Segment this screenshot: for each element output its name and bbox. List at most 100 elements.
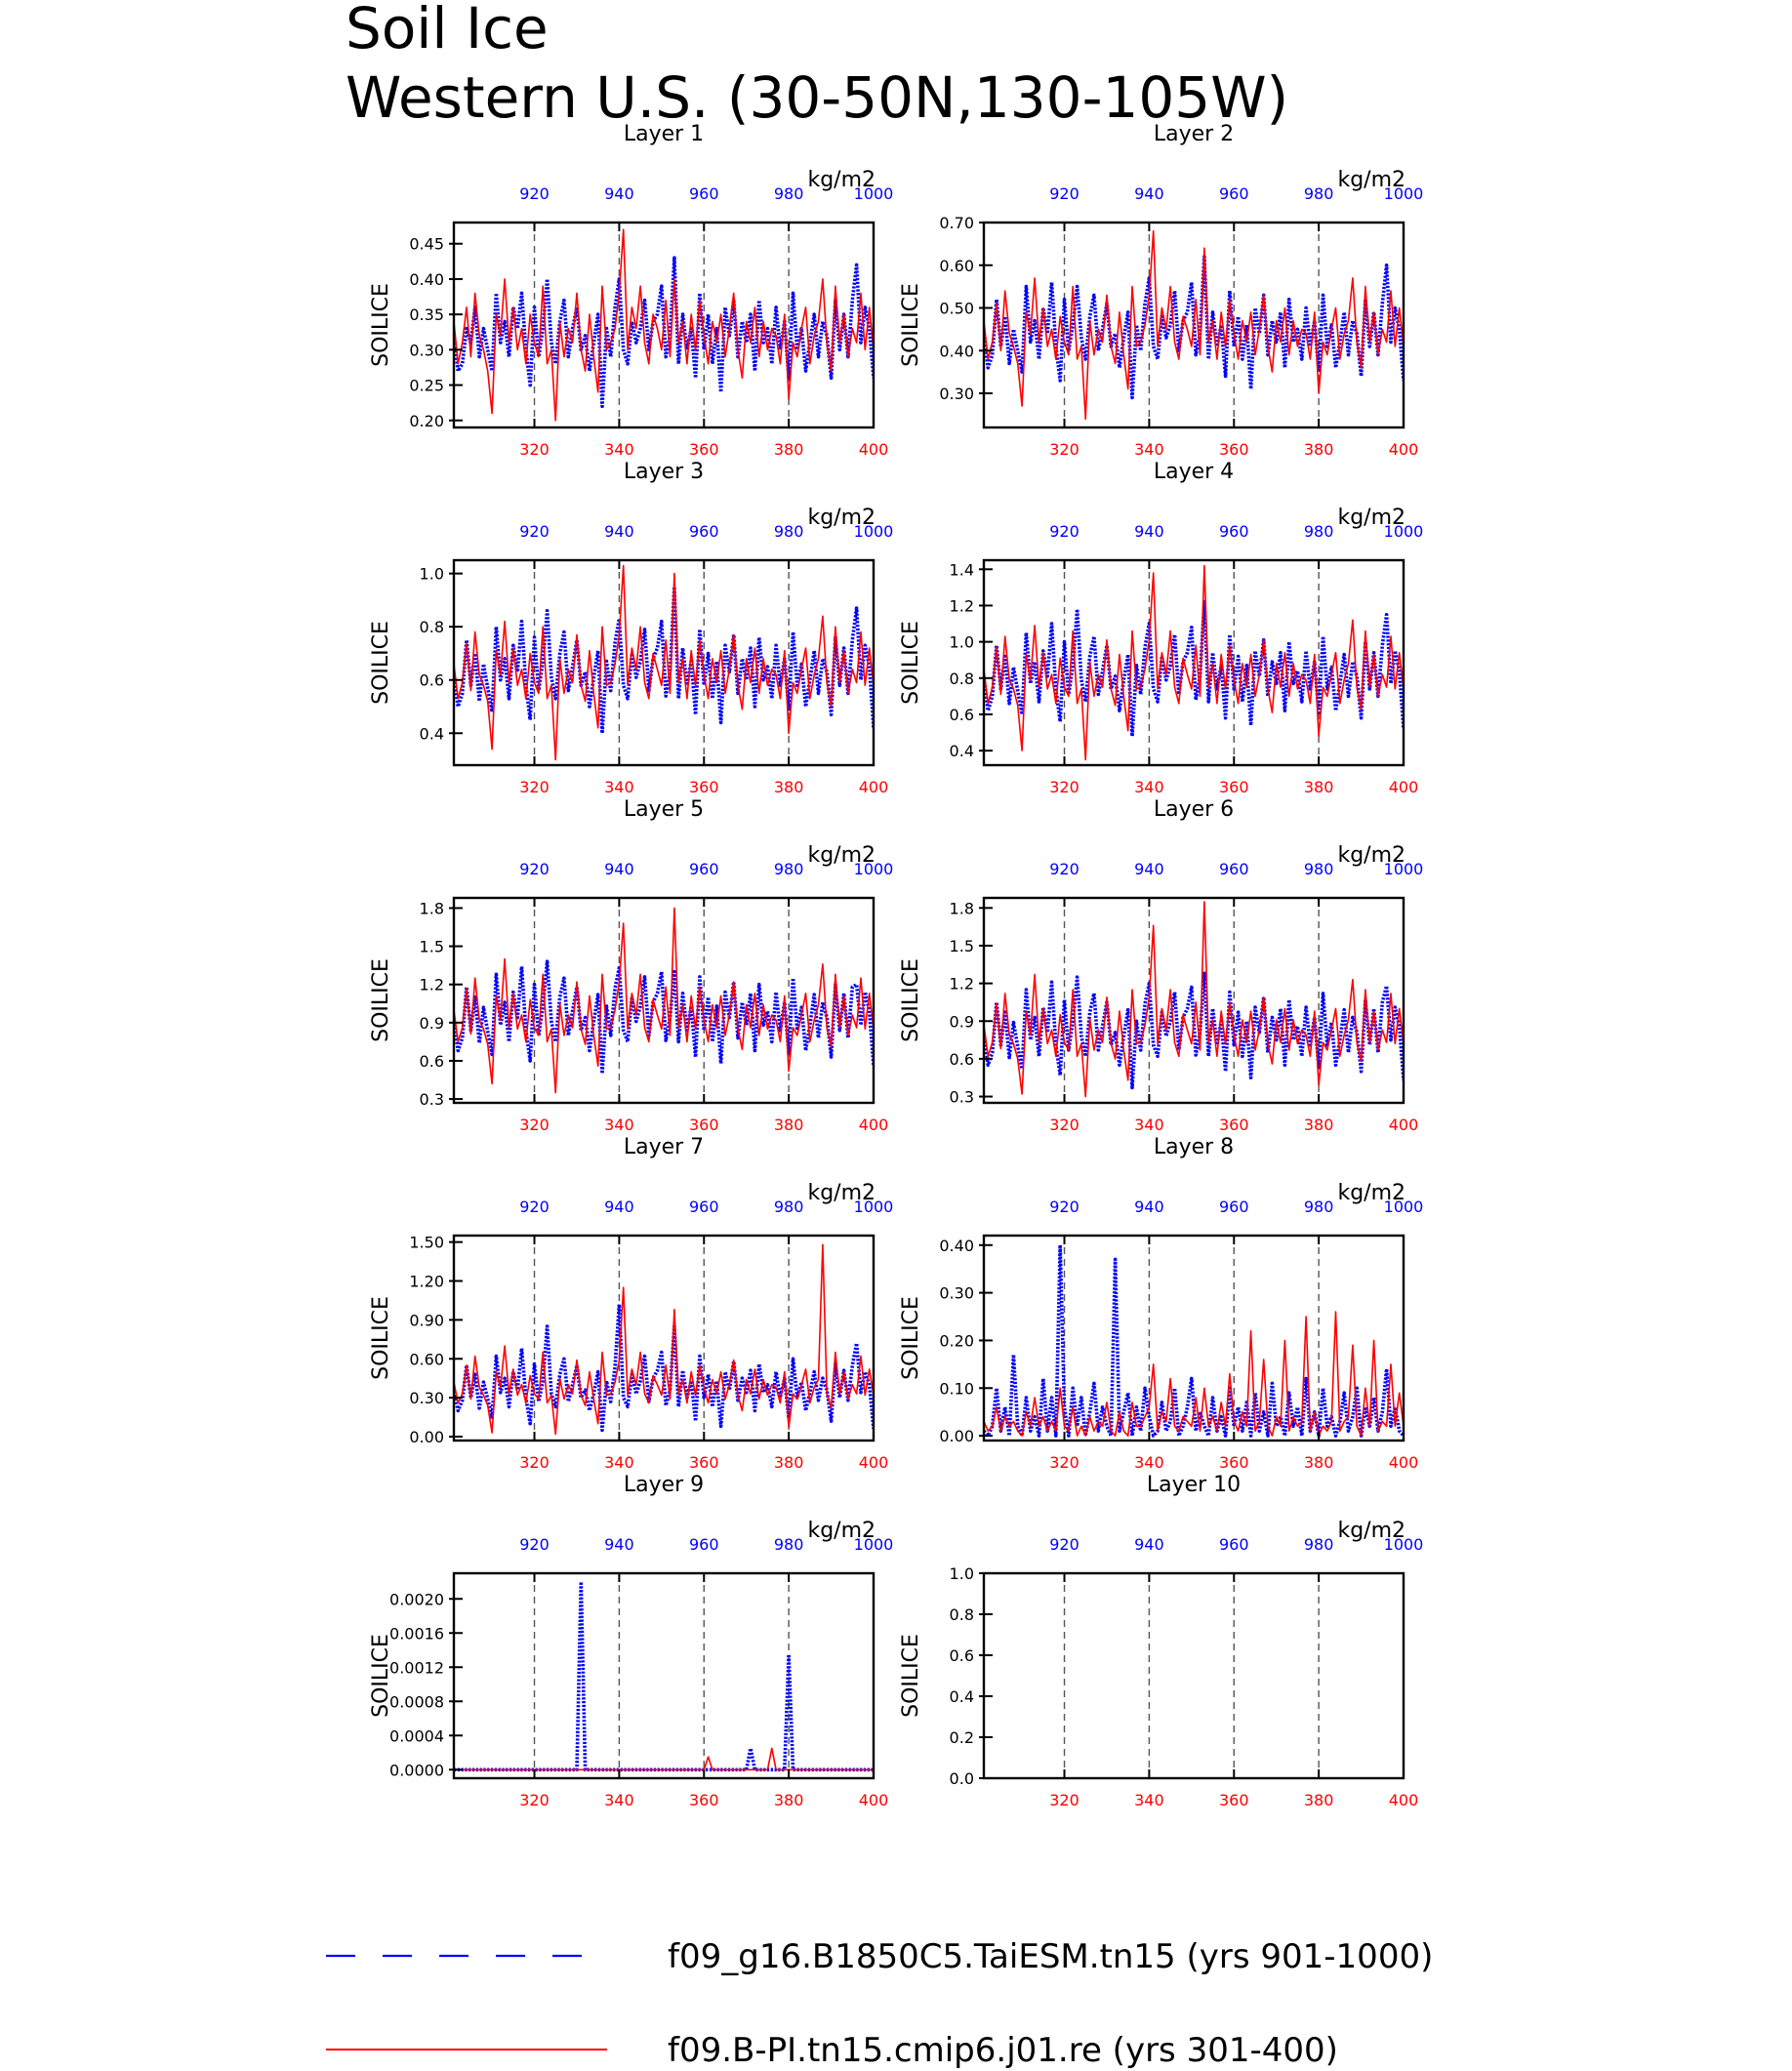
series-line-cmip6	[454, 564, 874, 761]
x-tick-label-top: 1000	[1384, 1198, 1424, 1216]
x-tick-label-bottom: 360	[1219, 1453, 1249, 1472]
x-tick-label-top: 980	[1304, 522, 1334, 541]
x-tick-label-top: 920	[1049, 522, 1079, 541]
series-line-cmip6	[454, 228, 874, 422]
x-tick-label-top: 1000	[1384, 184, 1424, 203]
x-tick-label-bottom: 360	[1219, 1116, 1249, 1134]
x-tick-label-bottom: 400	[859, 778, 889, 796]
y-tick-label: 1.8	[950, 899, 974, 917]
y-axis-label: SOILICE	[899, 621, 923, 705]
x-tick-label-bottom: 400	[1389, 1116, 1419, 1134]
x-tick-label-top: 920	[1049, 1198, 1079, 1216]
panel-layer-9: Layer 9 kg/m2 SOILICE 0.0000 0.0004 0.0008 0.0…	[369, 1473, 893, 1809]
x-tick-label-bottom: 380	[1304, 1116, 1334, 1134]
x-tick-label-bottom: 320	[1049, 1453, 1079, 1472]
y-axis-label: SOILICE	[899, 1296, 923, 1380]
y-tick-label: 0.40	[939, 1237, 974, 1255]
panel-title: Layer 6	[1154, 797, 1234, 822]
panel-layer-7: Layer 7 kg/m2 SOILICE 0.00 0.30 0.60 0.90 1.20 1…	[369, 1135, 893, 1472]
panel-title: Layer 5	[624, 797, 704, 822]
y-tick-label: 0.90	[409, 1311, 444, 1329]
y-tick-label: 0.4	[950, 742, 974, 760]
x-tick-label-top: 1000	[854, 1535, 894, 1554]
y-tick-label: 1.2	[950, 975, 974, 994]
plot-frame	[452, 1571, 876, 1780]
plot-frame	[982, 1571, 1405, 1780]
panel-units: kg/m2	[1337, 1181, 1405, 1205]
y-tick-label: 1.5	[420, 938, 444, 956]
plot-frame	[452, 896, 876, 1105]
x-tick-label-bottom: 320	[519, 1116, 550, 1134]
x-tick-label-bottom: 320	[1049, 1116, 1079, 1134]
x-tick-label-bottom: 360	[1219, 1791, 1249, 1809]
y-tick-label: 0.4	[950, 1687, 974, 1706]
y-tick-label: 0.6	[950, 706, 974, 724]
x-tick-label-bottom: 340	[604, 1791, 634, 1809]
x-tick-label-bottom: 380	[774, 1116, 804, 1134]
y-axis-label: SOILICE	[899, 1634, 923, 1718]
x-tick-label-bottom: 320	[519, 440, 550, 459]
x-tick-label-bottom: 340	[1134, 1791, 1164, 1809]
x-tick-label-top: 920	[519, 1198, 550, 1216]
y-tick-label: 0.6	[420, 671, 444, 690]
y-tick-label: 0.0012	[389, 1658, 444, 1677]
panel-layer-6: Layer 6 kg/m2 SOILICE 0.3 0.6 0.9 1.2 1.5 1.8 320…	[899, 797, 1423, 1134]
panel-grid: Layer 1 kg/m2 SOILICE 0.20 0.25 0.30 0.35 0.40 0…	[369, 122, 1423, 1809]
x-tick-label-top: 920	[1049, 860, 1079, 878]
x-tick-label-top: 980	[774, 1535, 804, 1554]
y-tick-label: 0.20	[939, 1331, 974, 1350]
y-tick-label: 0.0008	[389, 1692, 444, 1711]
x-tick-label-top: 1000	[854, 860, 894, 878]
x-tick-label-top: 940	[1134, 860, 1164, 878]
x-tick-label-bottom: 380	[1304, 1791, 1334, 1809]
series-line-cmip6	[984, 564, 1404, 761]
x-tick-label-top: 940	[1134, 184, 1164, 203]
series-line-cmip6	[454, 1243, 874, 1436]
y-tick-label: 0.35	[409, 305, 444, 324]
y-axis-label: SOILICE	[899, 283, 923, 367]
x-tick-label-bottom: 400	[1389, 778, 1419, 796]
panel-title: Layer 9	[624, 1473, 704, 1497]
series-line-cmip6	[984, 229, 1404, 421]
y-axis-label: SOILICE	[369, 958, 393, 1042]
series-line-taiesm	[984, 1243, 1404, 1438]
figure-subtitle: Western U.S. (30-50N,130-105W)	[346, 64, 1288, 131]
x-tick-label-bottom: 400	[859, 1116, 889, 1134]
x-tick-label-top: 920	[519, 184, 550, 203]
x-tick-label-top: 1000	[1384, 1535, 1424, 1554]
x-tick-label-bottom: 400	[859, 1791, 889, 1809]
y-axis-label: SOILICE	[369, 621, 393, 705]
x-tick-label-bottom: 340	[1134, 1116, 1164, 1134]
series-line-taiesm	[984, 255, 1404, 400]
x-tick-label-top: 960	[689, 522, 719, 541]
panel-units: kg/m2	[1337, 843, 1405, 868]
panel-layer-3: Layer 3 kg/m2 SOILICE 0.4 0.6 0.8 1.0 320 340 360…	[369, 460, 893, 796]
x-tick-label-top: 960	[689, 1198, 719, 1216]
panel-units: kg/m2	[807, 506, 876, 530]
y-tick-label: 0.30	[409, 341, 444, 359]
legend: f09_g16.B1850C5.TaiESM.tn15 (yrs 901-100…	[326, 1937, 1433, 2070]
x-tick-label-top: 980	[1304, 184, 1334, 203]
x-tick-label-top: 1000	[1384, 522, 1424, 541]
x-tick-label-top: 940	[604, 860, 634, 878]
x-tick-label-top: 920	[519, 1535, 550, 1554]
x-tick-label-bottom: 340	[1134, 778, 1164, 796]
y-tick-label: 1.0	[950, 633, 974, 652]
series-line-cmip6	[984, 1311, 1404, 1437]
x-tick-label-bottom: 320	[519, 1453, 550, 1472]
series-line-taiesm	[454, 1580, 874, 1772]
x-tick-label-top: 960	[1219, 1198, 1249, 1216]
x-tick-label-top: 1000	[854, 1198, 894, 1216]
y-tick-label: 0.50	[939, 300, 974, 318]
x-tick-label-top: 940	[1134, 522, 1164, 541]
plot-frame	[982, 558, 1405, 767]
series-line-cmip6	[454, 1747, 874, 1771]
panel-layer-1: Layer 1 kg/m2 SOILICE 0.20 0.25 0.30 0.35 0.40 0…	[369, 122, 893, 459]
y-tick-label: 1.0	[420, 565, 444, 584]
x-tick-label-top: 920	[519, 860, 550, 878]
x-tick-label-top: 940	[1134, 1535, 1164, 1554]
x-tick-label-bottom: 400	[859, 1453, 889, 1472]
y-tick-label: 0.4	[420, 724, 444, 743]
x-tick-label-bottom: 400	[1389, 1791, 1419, 1809]
